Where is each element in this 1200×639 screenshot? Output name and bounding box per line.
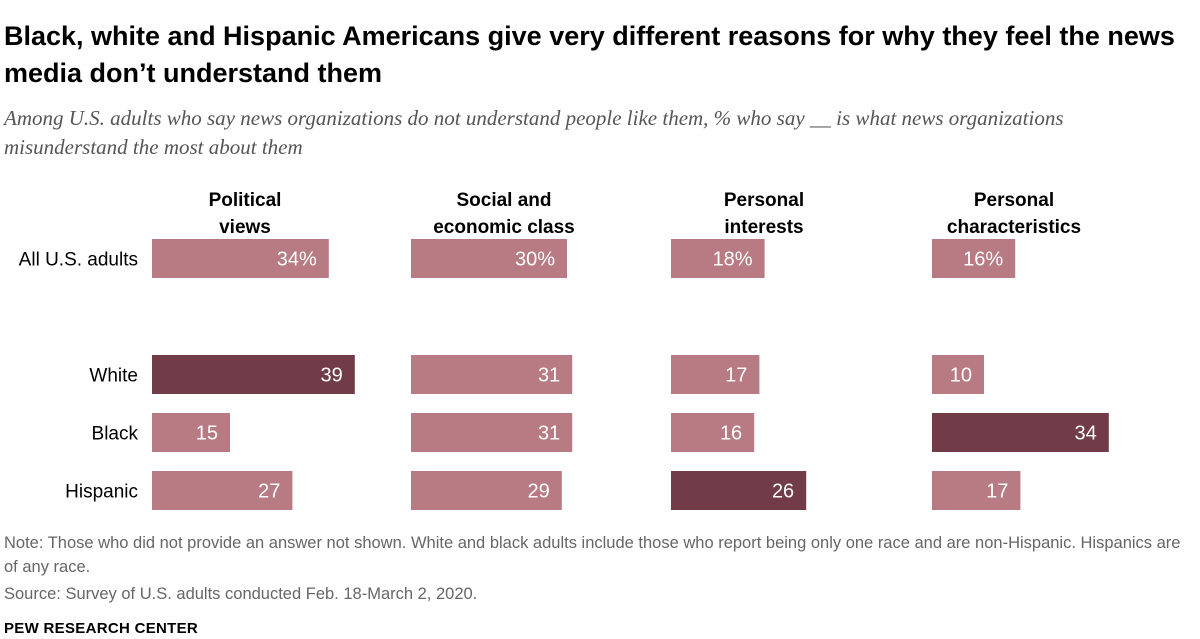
bar xyxy=(932,239,1016,278)
bar xyxy=(411,413,573,452)
chart-source: Source: Survey of U.S. adults conducted … xyxy=(4,585,478,603)
chart-note: Note: Those who did not provide an answe… xyxy=(4,534,1181,576)
brand-name: PEW RESEARCH CENTER xyxy=(4,620,199,637)
bar xyxy=(152,471,293,510)
bar xyxy=(932,413,1109,452)
bar xyxy=(932,355,984,394)
bar-value-label: 16 xyxy=(720,423,742,445)
bar xyxy=(152,355,355,394)
column-header-line1: Political xyxy=(209,190,282,211)
bar xyxy=(671,413,755,452)
chart-title: Black, white and Hispanic Americans give… xyxy=(4,21,1175,88)
bar-value-label: 31 xyxy=(538,423,560,445)
bar-value-label: 17 xyxy=(986,481,1008,503)
bar-value-label: 31 xyxy=(538,365,560,387)
bar-value-label: 30% xyxy=(515,249,555,271)
bar-value-label: 17 xyxy=(725,365,747,387)
bar xyxy=(411,355,573,394)
bar-value-label: 29 xyxy=(528,481,550,503)
bar xyxy=(671,471,807,510)
bar-value-label: 26 xyxy=(772,481,794,503)
bar-value-label: 34% xyxy=(277,249,317,271)
bar xyxy=(152,239,329,278)
bar-value-label: 18% xyxy=(713,249,753,271)
column-header-line2: characteristics xyxy=(947,217,1081,238)
column-header-line1: Personal xyxy=(724,190,804,211)
bar xyxy=(411,239,567,278)
column-header-line1: Personal xyxy=(974,190,1054,211)
chart-subtitle: Among U.S. adults who say news organizat… xyxy=(4,106,1064,159)
column-header-line2: economic class xyxy=(433,217,575,238)
bar-value-label: 34 xyxy=(1075,423,1097,445)
column-header-line2: views xyxy=(219,217,271,238)
bar xyxy=(671,355,760,394)
column-header-line2: interests xyxy=(724,217,803,238)
column-header-line1: Social and xyxy=(456,190,551,211)
bar xyxy=(152,413,230,452)
bar-chart: Political views Social and economic class Pe… xyxy=(19,190,1109,510)
bar xyxy=(671,239,765,278)
bar xyxy=(411,471,562,510)
bar-value-label: 39 xyxy=(321,365,343,387)
bar-value-label: 16% xyxy=(963,249,1003,271)
row-label: All U.S. adults xyxy=(19,250,138,271)
row-label: White xyxy=(89,366,138,387)
row-label: Hispanic xyxy=(65,482,138,503)
bar-value-label: 10 xyxy=(950,365,972,387)
bar xyxy=(932,471,1021,510)
row-label: Black xyxy=(92,424,139,445)
bar-value-label: 27 xyxy=(258,481,280,503)
bar-value-label: 15 xyxy=(196,423,218,445)
